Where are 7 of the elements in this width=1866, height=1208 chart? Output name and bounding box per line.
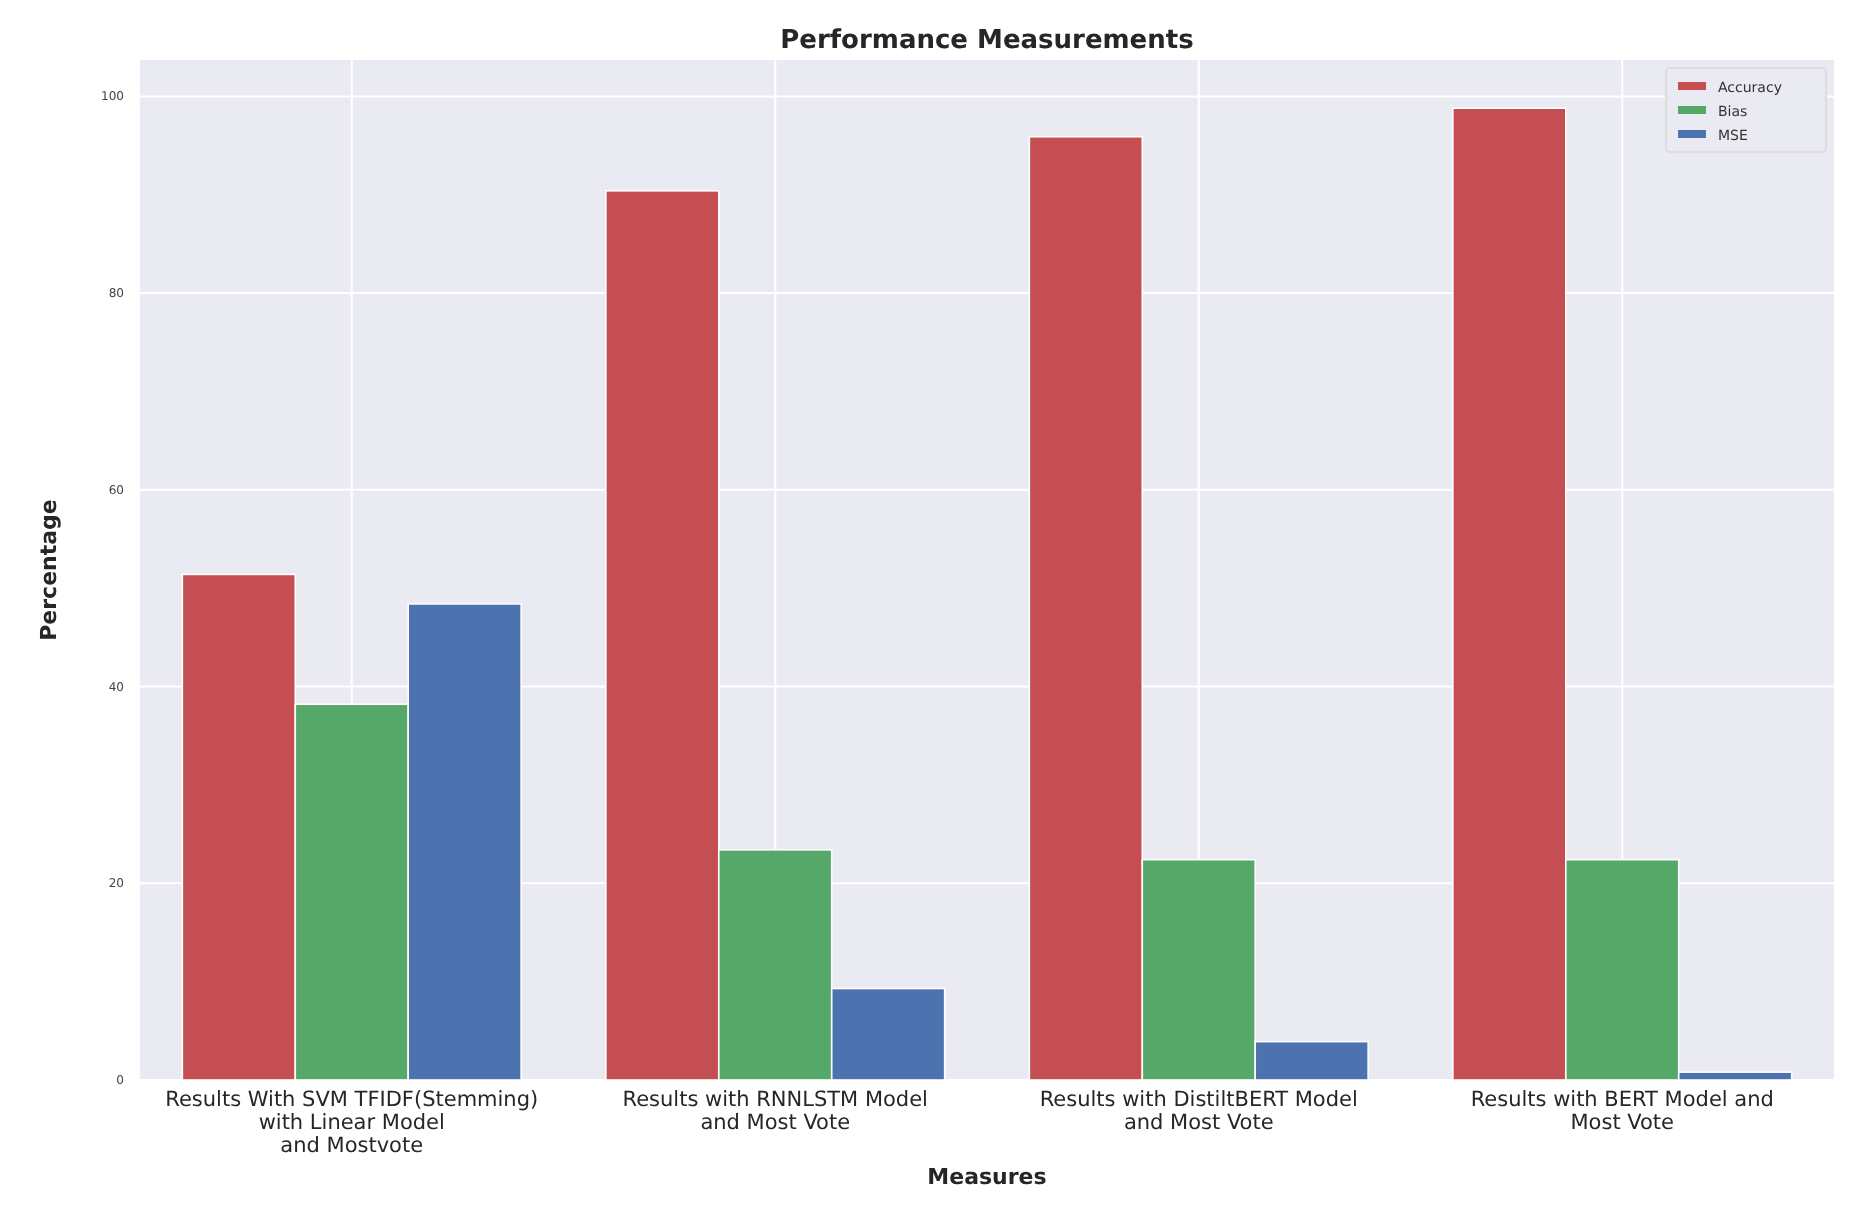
x-tick-label: Results with DistiltBERT Model and Most Vote: [1039, 1088, 1358, 1135]
y-axis-title: Percentage: [36, 499, 62, 641]
chart-title: Performance Measurements: [780, 26, 1195, 56]
x-tick-label: Results with BERT Model and Most Vote: [1470, 1088, 1774, 1135]
x-tick-label: Results With SVM TFIDF(Stemming) with Linear Model and Mostvote: [165, 1088, 539, 1158]
x-axis-title: Measures: [927, 1164, 1048, 1190]
x-tick-label: Results with RNNLSTM Model and Most Vote: [622, 1088, 928, 1135]
